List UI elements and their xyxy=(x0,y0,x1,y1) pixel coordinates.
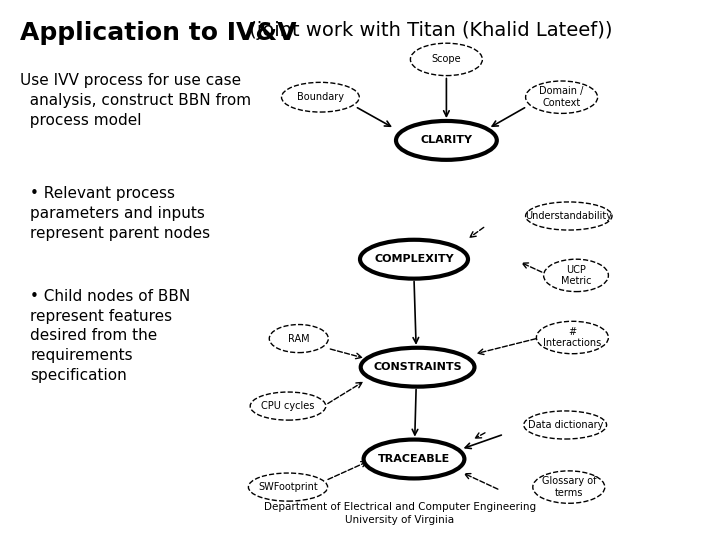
Ellipse shape xyxy=(410,43,482,76)
Text: • Relevant process
parameters and inputs
represent parent nodes: • Relevant process parameters and inputs… xyxy=(30,186,210,241)
Ellipse shape xyxy=(533,471,605,503)
Text: Use IVV process for use case
  analysis, construct BBN from
  process model: Use IVV process for use case analysis, c… xyxy=(20,73,251,127)
Text: CPU cycles: CPU cycles xyxy=(261,401,315,411)
Text: RAM: RAM xyxy=(288,334,310,343)
Ellipse shape xyxy=(396,121,497,160)
Text: Boundary: Boundary xyxy=(297,92,344,102)
Ellipse shape xyxy=(526,81,598,113)
Ellipse shape xyxy=(360,240,468,279)
Text: (joint work with Titan (Khalid Lateef)): (joint work with Titan (Khalid Lateef)) xyxy=(243,21,613,39)
Ellipse shape xyxy=(526,202,612,230)
Text: Department of Electrical and Computer Engineering
University of Virginia: Department of Electrical and Computer En… xyxy=(264,503,536,525)
Ellipse shape xyxy=(536,321,608,354)
Text: Application to IV&V: Application to IV&V xyxy=(20,21,297,44)
Ellipse shape xyxy=(269,325,328,353)
Text: CLARITY: CLARITY xyxy=(420,136,472,145)
Ellipse shape xyxy=(251,392,325,420)
Text: SWFootprint: SWFootprint xyxy=(258,482,318,492)
Ellipse shape xyxy=(524,411,606,439)
Ellipse shape xyxy=(248,473,328,501)
Text: COMPLEXITY: COMPLEXITY xyxy=(374,254,454,264)
Text: • Child nodes of BBN
represent features
desired from the
requirements
specificat: • Child nodes of BBN represent features … xyxy=(30,289,191,383)
Ellipse shape xyxy=(544,259,608,292)
Text: Glossary of
terms: Glossary of terms xyxy=(541,476,596,498)
Text: UCP
Metric: UCP Metric xyxy=(561,265,591,286)
Ellipse shape xyxy=(282,82,359,112)
Text: Scope: Scope xyxy=(431,55,462,64)
Ellipse shape xyxy=(364,440,464,478)
Text: CONSTRAINTS: CONSTRAINTS xyxy=(373,362,462,372)
Text: TRACEABLE: TRACEABLE xyxy=(378,454,450,464)
Text: #
Interactions: # Interactions xyxy=(544,327,601,348)
Text: Domain /
Context: Domain / Context xyxy=(539,86,584,108)
Ellipse shape xyxy=(361,348,474,387)
Text: Understandability: Understandability xyxy=(526,211,612,221)
Text: Data dictionary: Data dictionary xyxy=(528,420,603,430)
